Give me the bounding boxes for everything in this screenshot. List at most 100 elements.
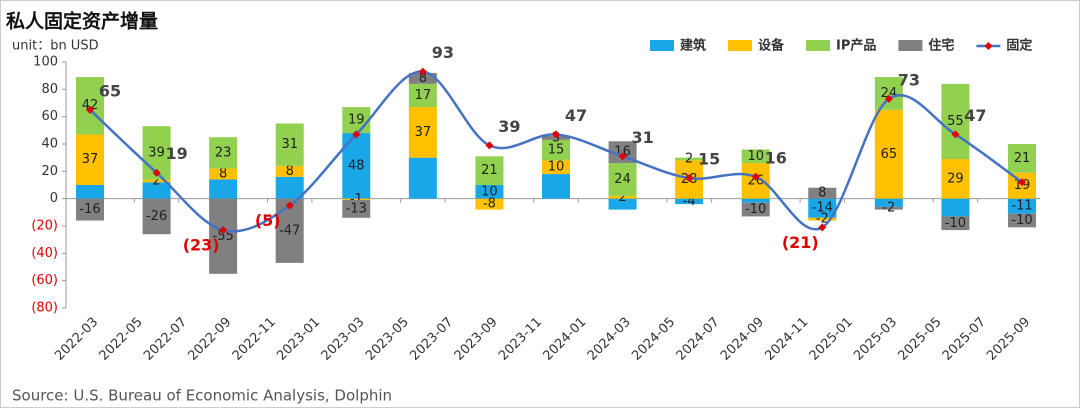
y-tick-label: 60 (41, 109, 58, 124)
data-label: -16 (79, 202, 100, 217)
data-label: -10 (1011, 213, 1032, 228)
data-label: 24 (614, 172, 631, 187)
data-label: 65 (881, 147, 898, 162)
bar-segment (142, 179, 171, 183)
data-label: -2 (816, 212, 829, 227)
line-marker (485, 141, 494, 150)
data-label: 2 (152, 173, 160, 188)
bar-segment (275, 165, 304, 177)
bar-segment (76, 185, 104, 199)
data-label: 26 (747, 173, 764, 188)
data-label: 21 (481, 163, 498, 178)
y-tick-label: (20) (31, 219, 58, 234)
data-label: 21 (1014, 151, 1031, 166)
line-marker (618, 152, 627, 161)
data-label: -10 (945, 216, 966, 231)
line-label: 73 (898, 70, 920, 89)
data-label: 8 (219, 167, 227, 182)
bar-segment (608, 198, 637, 210)
data-label: -10 (745, 202, 766, 217)
legend-marker (984, 42, 993, 50)
y-tick-label: 100 (33, 55, 58, 70)
unit-label: unit：bn USD (12, 39, 99, 54)
line-marker (1018, 178, 1026, 187)
bar-segment (874, 77, 903, 110)
bar-segment (874, 109, 903, 199)
bar-segment (741, 202, 770, 217)
line-label: 19 (165, 144, 187, 163)
bar-segment (874, 206, 903, 210)
bar-segment (408, 107, 437, 158)
bar-segment (275, 123, 304, 166)
data-label: 48 (348, 158, 365, 173)
data-label: 19 (348, 113, 365, 128)
y-tick-label: (40) (31, 246, 58, 261)
line-marker (219, 226, 228, 235)
line-marker (884, 94, 893, 103)
bar-segment (608, 163, 637, 196)
bar-segment (741, 163, 770, 199)
data-label: 10 (481, 184, 498, 199)
bar-segment (808, 198, 837, 218)
data-label: 15 (548, 143, 565, 158)
bar-segment (808, 217, 837, 221)
data-label: 37 (82, 152, 99, 167)
bar-segment (1008, 198, 1036, 214)
line-label: 65 (99, 81, 121, 100)
y-tick-label: 40 (41, 137, 58, 152)
line-marker (285, 201, 294, 210)
bar-segment (1008, 144, 1036, 173)
bar-segment (342, 107, 371, 134)
bar-segment (209, 168, 238, 180)
data-label: -26 (146, 209, 167, 224)
bar-segment (475, 156, 504, 185)
bar-segment (675, 198, 704, 205)
y-tick-label: (80) (31, 301, 58, 316)
bar-segment (608, 195, 637, 199)
legend-swatch (650, 40, 674, 51)
bar-segment (741, 198, 770, 203)
data-label: 23 (215, 145, 232, 160)
data-label: 2 (618, 190, 626, 205)
bar-segment (542, 174, 570, 199)
bar-segment (76, 134, 104, 185)
bar-segment (408, 157, 437, 199)
line-marker (86, 105, 94, 114)
bar-segment (209, 179, 238, 199)
bar-segment (675, 157, 704, 161)
bar-segment (741, 149, 770, 164)
bar-segment (941, 198, 970, 217)
legend-label: 建筑 (680, 38, 706, 54)
bar-segment (941, 159, 970, 199)
line-label: 39 (498, 117, 520, 136)
legend-swatch (898, 40, 923, 51)
bar-segment (342, 198, 371, 201)
bar-segment (209, 198, 238, 274)
bar-segment (76, 77, 104, 135)
bar-segment (142, 198, 171, 235)
data-label: 42 (82, 98, 99, 113)
data-label: 17 (415, 88, 432, 103)
bar-segment (475, 198, 504, 210)
line-label: 16 (765, 148, 787, 167)
bar-segment (941, 83, 970, 160)
line-marker (352, 130, 361, 139)
line-label: 15 (698, 150, 720, 169)
line-marker (152, 168, 161, 177)
line-label: 47 (964, 106, 986, 125)
data-label: -13 (346, 201, 367, 216)
line-marker (418, 67, 427, 76)
bar-segment (408, 83, 437, 108)
bar-segment (1008, 213, 1036, 228)
chart-title: 私人固定资产增量 (6, 10, 158, 33)
legend-label: IP产品 (836, 38, 876, 54)
data-label: -47 (279, 223, 300, 238)
data-label: -11 (1011, 199, 1032, 214)
bar-segment (808, 187, 837, 199)
bar-segment (209, 137, 238, 169)
data-label: 37 (415, 125, 432, 140)
bar-segment (408, 72, 437, 84)
line-label: 93 (432, 43, 454, 62)
y-tick-label: 0 (50, 191, 58, 206)
data-label: 8 (286, 164, 294, 179)
